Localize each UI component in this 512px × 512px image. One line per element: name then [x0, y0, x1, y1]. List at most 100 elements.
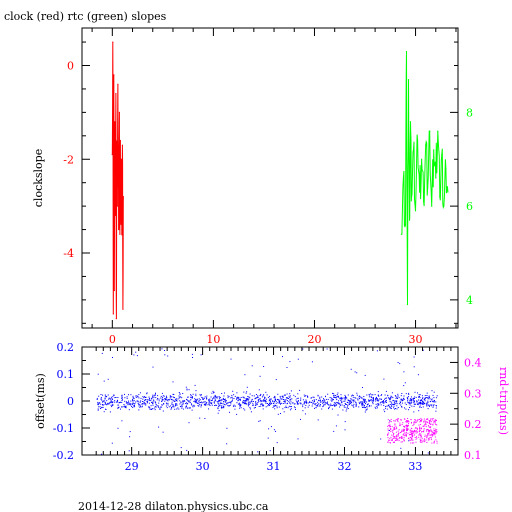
scatter-point	[289, 393, 291, 395]
scatter-point	[365, 403, 366, 405]
scatter-point	[282, 356, 283, 358]
scatter-point	[205, 402, 207, 404]
scatter-point	[364, 401, 366, 403]
scatter-point	[133, 397, 135, 399]
scatter-point	[172, 404, 174, 406]
scatter-point	[428, 421, 430, 423]
scatter-point	[124, 400, 126, 402]
scatter-point	[417, 374, 419, 376]
scatter-point	[416, 401, 418, 402]
scatter-point	[228, 405, 230, 407]
scatter-point	[300, 399, 302, 401]
scatter-point	[190, 394, 192, 396]
scatter-point	[180, 447, 182, 449]
scatter-point	[360, 397, 362, 399]
scatter-point	[384, 411, 386, 413]
scatter-point	[173, 406, 175, 408]
scatter-point	[113, 394, 115, 396]
scatter-point	[350, 402, 352, 404]
scatter-point	[338, 400, 340, 402]
bottom-x-tick-label: 32	[337, 460, 351, 473]
scatter-point	[331, 398, 333, 400]
scatter-point	[369, 400, 371, 402]
scatter-point	[382, 402, 384, 404]
scatter-point	[321, 408, 323, 410]
scatter-point	[121, 398, 123, 399]
scatter-point	[198, 402, 200, 404]
scatter-point	[431, 431, 433, 433]
scatter-point	[400, 441, 402, 443]
scatter-point	[317, 394, 319, 396]
scatter-point	[387, 428, 389, 430]
scatter-point	[394, 424, 396, 426]
scatter-point	[328, 404, 330, 406]
bottom-y2-tick-label: 0.1	[464, 449, 482, 462]
scatter-point	[137, 401, 139, 403]
scatter-point	[397, 420, 399, 422]
scatter-point	[259, 400, 261, 402]
scatter-point	[193, 404, 195, 406]
scatter-point	[110, 404, 112, 406]
scatter-point	[407, 401, 409, 403]
scatter-point	[213, 401, 215, 403]
scatter-point	[390, 428, 392, 429]
scatter-point	[362, 404, 363, 406]
scatter-point	[388, 432, 390, 434]
scatter-point	[211, 400, 213, 402]
scatter-point	[416, 401, 418, 403]
scatter-point	[419, 396, 420, 398]
scatter-point	[340, 397, 342, 399]
scatter-point	[269, 402, 271, 404]
scatter-point	[364, 374, 366, 376]
scatter-point	[231, 394, 233, 396]
scatter-point	[223, 406, 225, 408]
data-point-red	[119, 139, 122, 142]
scatter-point	[404, 426, 406, 428]
scatter-point	[247, 396, 249, 397]
bottom-y2-tick-label: 0.2	[464, 418, 482, 431]
scatter-point	[103, 380, 105, 382]
scatter-point	[251, 401, 253, 403]
scatter-point	[401, 406, 403, 408]
scatter-point	[211, 403, 212, 405]
scatter-point	[306, 400, 308, 402]
scatter-point	[419, 401, 421, 403]
scatter-point	[152, 401, 154, 403]
scatter-point	[430, 426, 432, 428]
scatter-point	[154, 394, 156, 396]
scatter-point	[363, 406, 365, 408]
scatter-point	[182, 402, 184, 404]
scatter-point	[365, 409, 367, 411]
scatter-point	[434, 436, 436, 438]
scatter-point	[393, 420, 395, 422]
scatter-point	[199, 402, 201, 403]
scatter-point	[143, 401, 145, 403]
scatter-point	[120, 401, 121, 403]
scatter-point	[146, 393, 148, 395]
scatter-point	[425, 424, 427, 426]
scatter-point	[394, 428, 396, 430]
scatter-point	[289, 406, 291, 408]
scatter-point	[214, 398, 216, 400]
scatter-point	[423, 402, 425, 404]
scatter-point	[128, 409, 130, 411]
scatter-point	[394, 426, 395, 428]
scatter-point	[359, 403, 360, 405]
scatter-point	[395, 438, 397, 440]
scatter-point	[100, 408, 101, 409]
scatter-point	[430, 421, 432, 423]
scatter-point	[178, 392, 180, 393]
scatter-point	[165, 405, 167, 407]
scatter-point	[361, 403, 363, 405]
scatter-point	[176, 404, 178, 406]
scatter-point	[233, 398, 235, 399]
scatter-point	[344, 397, 346, 398]
scatter-point	[416, 436, 417, 438]
scatter-point	[304, 413, 306, 415]
scatter-point	[342, 409, 344, 411]
scatter-point	[262, 408, 264, 410]
scatter-point	[281, 402, 283, 404]
scatter-point	[345, 396, 347, 398]
scatter-point	[405, 428, 407, 430]
scatter-point	[134, 406, 136, 408]
